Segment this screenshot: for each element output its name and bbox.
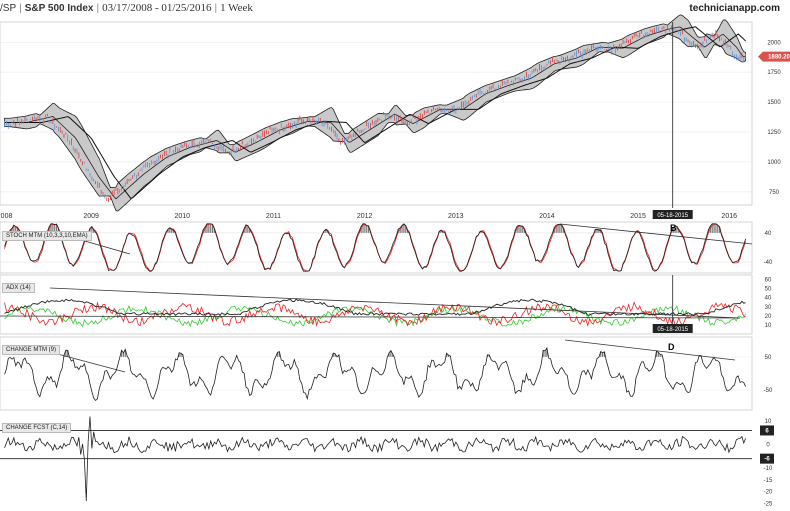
- symbol-label: /SP: [0, 3, 17, 14]
- stoch-signal-line: [4, 223, 747, 272]
- change-mtm-line: [4, 346, 746, 402]
- change-mtm-trendline-left: [49, 351, 126, 373]
- last-price-label: 1880.20: [768, 55, 790, 61]
- adx-tick-label: 20: [765, 314, 772, 320]
- chart-header: /SP | S&P 500 Index | 03/17/2008 - 01/25/201…: [0, 2, 253, 20]
- stoch-overbought-shading: [9, 223, 721, 233]
- stoch-tick-label: 40: [765, 231, 772, 237]
- change-fcst-line: [4, 416, 746, 501]
- x-tick-label: 2012: [357, 213, 373, 220]
- adx-plus-di-line: [4, 304, 746, 328]
- x-tick-label: 2016: [721, 213, 737, 220]
- price-tick-label: 1000: [767, 160, 781, 166]
- adx-tick-label: 10: [765, 323, 772, 329]
- change-mtm-annotation-label: D: [668, 342, 675, 352]
- x-tick-label: 2010: [175, 213, 191, 220]
- brand-logo: technicianapp.com: [689, 3, 780, 14]
- adx-tick-label: 40: [765, 296, 772, 302]
- date-range: 03/17/2008 - 01/25/2016: [102, 2, 212, 14]
- bollinger-band: [4, 14, 747, 212]
- change-fcst-threshold-label: -6: [764, 457, 770, 463]
- x-tick-label: 2014: [539, 213, 555, 220]
- adx-line: [4, 298, 746, 316]
- adx-trendline-lower: [0, 315, 741, 319]
- change-fcst-threshold-badge: [760, 425, 774, 436]
- moving-average-line: [4, 26, 746, 200]
- change-fcst-tick-label: -20: [764, 490, 773, 496]
- change-mtm-panel-label: CHANGE MTM (9): [2, 345, 60, 355]
- price-tick-label: 1250: [767, 130, 781, 136]
- last-price-badge: [758, 51, 790, 62]
- stoch-tick-label: -40: [764, 260, 773, 266]
- x-tick-label: 2009: [83, 213, 99, 220]
- interval-label: 1 Week: [220, 2, 253, 14]
- stoch-annotation-label: B: [670, 223, 677, 233]
- change-fcst-tick-label: 0: [766, 443, 770, 449]
- change-fcst-tick-label: -25: [764, 501, 773, 507]
- price-tick-label: 2000: [767, 40, 781, 46]
- stoch-mtm-panel-label: STOCH MTM (10,3,3,10,EMA): [2, 231, 92, 241]
- change-mtm-panel-frame: [0, 336, 753, 411]
- instrument-name: S&P 500 Index: [24, 3, 94, 14]
- stoch-panel-frame: [0, 221, 753, 274]
- adx-tick-label: 30: [765, 305, 772, 311]
- adx-panel-label: ADX (14): [2, 283, 35, 293]
- x-tick-label: 2008: [0, 213, 12, 220]
- price-tick-label: 1750: [767, 70, 781, 76]
- adx-tick-label: 50: [765, 287, 772, 293]
- price-panel-frame: [0, 21, 753, 206]
- price-tick-label: 750: [769, 190, 780, 196]
- header-separator: |: [96, 3, 100, 14]
- header-separator: |: [214, 3, 218, 14]
- change-fcst-tick-label: -10: [764, 466, 773, 472]
- adx-crosshair-label: 05-18-2015: [657, 327, 688, 333]
- change-fcst-panel-label: CHANGE FCST (C,14): [2, 423, 72, 433]
- x-tick-label: 2013: [448, 213, 464, 220]
- change-mtm-tick-label: -50: [764, 388, 773, 394]
- adx-panel-frame: [0, 274, 753, 335]
- date-crosshair-badge: [652, 210, 693, 219]
- header-separator: |: [19, 3, 22, 14]
- change-fcst-tick-label: -15: [764, 478, 773, 484]
- price-tick-label: 1500: [767, 100, 781, 106]
- x-tick-label: 2011: [266, 213, 281, 220]
- adx-tick-label: 60: [765, 278, 772, 284]
- adx-trendline-upper: [49, 287, 741, 319]
- date-crosshair-label: 05-18-2015: [657, 213, 688, 219]
- change-fcst-threshold-badge: [760, 453, 774, 464]
- stoch-trendline-right: [559, 223, 753, 245]
- adx-crosshair-badge: [652, 324, 693, 333]
- stoch-main-line: [4, 223, 747, 272]
- adx-minus-di-line: [4, 301, 746, 328]
- change-mtm-trendline-right: [564, 339, 736, 361]
- change-fcst-tick-label: 10: [765, 419, 772, 425]
- change-mtm-tick-label: 50: [765, 355, 772, 361]
- x-tick-label: 2015: [630, 213, 646, 220]
- bollinger-middle-line: [4, 26, 746, 200]
- change-fcst-threshold-label: 6: [765, 428, 769, 434]
